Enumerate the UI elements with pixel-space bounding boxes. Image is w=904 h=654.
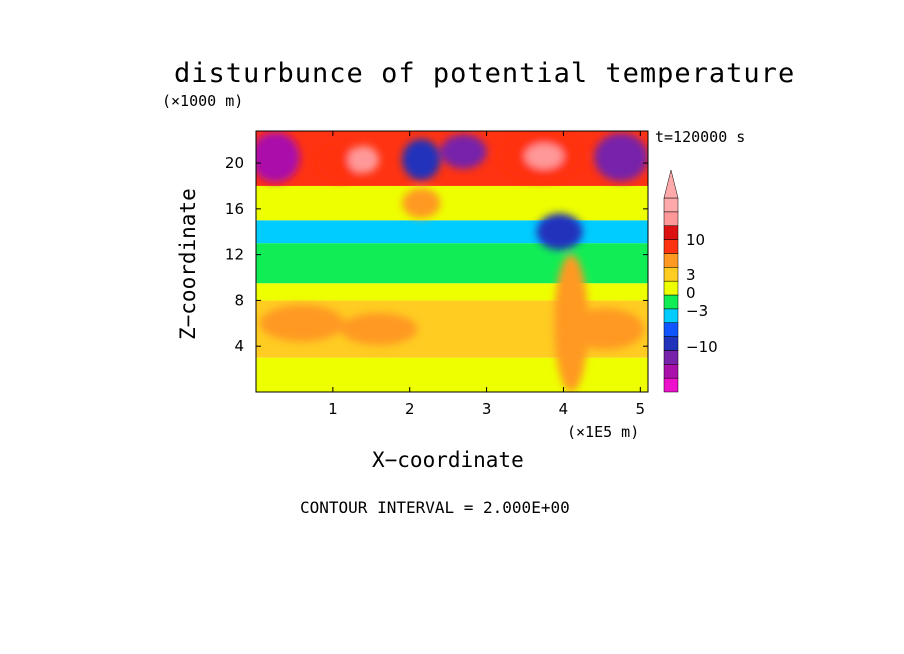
colorbar-label-4: −10 (686, 338, 718, 356)
feature-blob-2 (348, 145, 379, 174)
colorbar-segment-11 (663, 225, 679, 240)
feature-blob-6 (525, 143, 564, 169)
y-tick-label-4: 20 (225, 154, 244, 172)
feature-blob-8 (402, 188, 441, 218)
x-tick-label-2: 3 (482, 400, 492, 418)
colorbar-segment-5 (663, 308, 679, 323)
feature-blob-9 (536, 213, 583, 251)
x-tick-label-4: 5 (636, 400, 646, 418)
plot-area (256, 131, 648, 392)
colorbar-segment-6 (663, 294, 679, 310)
layer-band-3 (256, 243, 648, 284)
feature-blob-10 (259, 305, 345, 342)
colorbar-segment-9 (663, 253, 679, 268)
contour-interval-label: CONTOUR INTERVAL = 2.000E+00 (300, 498, 570, 517)
feature-blob-4 (440, 134, 487, 169)
time-label: t=120000 s (655, 128, 746, 146)
colorbar-segment-2 (663, 350, 679, 365)
y-ticks: 4 8 12 16 20 (225, 154, 648, 355)
colorbar-segment-13 (663, 197, 679, 213)
colorbar: 10 30−3 −10 (663, 169, 718, 393)
colorbar-label-2: 0 (686, 284, 696, 302)
y-tick-label-1: 8 (234, 291, 244, 309)
colorbar-top-arrow (663, 169, 679, 199)
y-tick-label-3: 16 (225, 200, 244, 218)
layer-group (256, 131, 648, 392)
x-tick-label-0: 1 (328, 400, 338, 418)
feature-blob-3 (402, 139, 441, 181)
x-axis-label: X−coordinate (372, 448, 524, 472)
chart-title: disturbunce of potential temperature (174, 58, 796, 89)
feature-blob-7 (594, 133, 648, 182)
colorbar-segment-1 (663, 364, 679, 379)
feature-blob-13 (554, 254, 589, 392)
x-ticks: 1 2 3 4 5 (328, 131, 645, 418)
feature-blob-0 (256, 132, 300, 183)
colorbar-segment-10 (663, 239, 679, 254)
x-axis-unit: (×1E5 m) (567, 423, 640, 441)
colorbar-label-1: 3 (686, 266, 696, 284)
feature-blob-11 (340, 313, 418, 346)
y-tick-label-2: 12 (225, 246, 244, 264)
layer-band-2 (256, 283, 648, 301)
x-tick-label-1: 2 (405, 400, 415, 418)
colorbar-segment-4 (663, 322, 679, 337)
colorbar-segment-8 (663, 267, 679, 282)
y-tick-label-0: 4 (234, 337, 244, 355)
colorbar-label-3: −3 (686, 302, 708, 320)
y-axis-unit: (×1000 m) (162, 92, 244, 110)
x-tick-label-3: 4 (559, 400, 569, 418)
layer-band-4 (256, 220, 648, 244)
colorbar-segment-3 (663, 336, 679, 351)
colorbar-segment-12 (663, 211, 679, 226)
colorbar-label-0: 10 (686, 231, 705, 249)
colorbar-segment-0 (663, 377, 679, 393)
layer-band-0 (256, 357, 648, 392)
layer-band-5 (256, 185, 648, 221)
plot-frame (255, 130, 649, 393)
feature-group (256, 132, 648, 392)
colorbar-segment-7 (663, 280, 679, 296)
